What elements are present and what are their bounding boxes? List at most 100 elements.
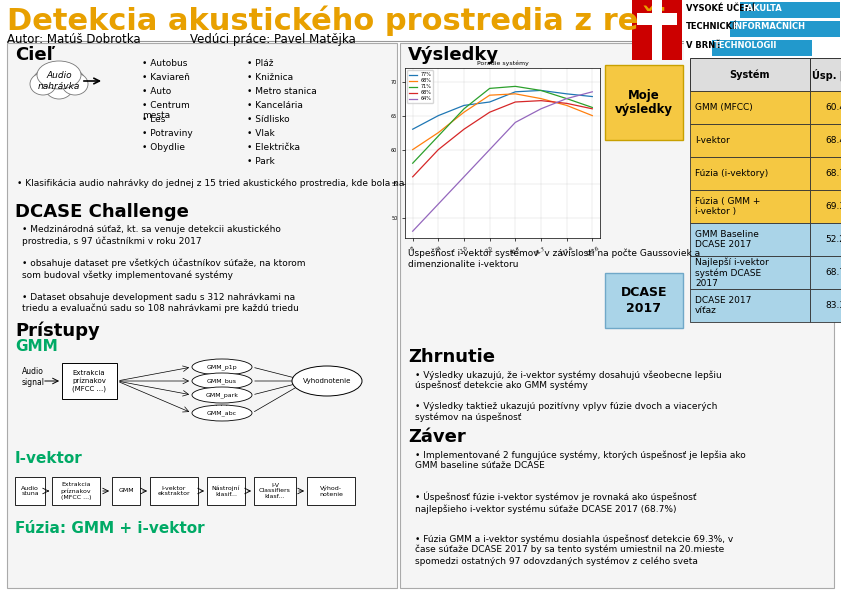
Text: I-vektor: I-vektor [15, 451, 82, 466]
Text: • Autobus: • Autobus [142, 59, 188, 68]
71% [536, 87, 546, 94]
Bar [15, 477, 45, 505]
68% [408, 173, 418, 180]
64% [510, 119, 521, 126]
71% [510, 83, 521, 90]
Bar [605, 65, 683, 140]
77% [587, 93, 597, 100]
71% [484, 85, 495, 92]
77% [536, 87, 546, 94]
71% [459, 105, 469, 112]
Bar [652, 0, 662, 60]
68% [408, 146, 418, 153]
Text: Audio
nahrávka: Audio nahrávka [38, 71, 80, 90]
Ellipse shape [45, 75, 73, 99]
Text: 69.3: 69.3 [825, 202, 841, 211]
Ellipse shape [292, 366, 362, 396]
Line: 71%: 71% [413, 86, 592, 163]
Bar [662, 25, 677, 37]
Bar [684, 0, 841, 60]
Bar [712, 40, 812, 56]
Bar [254, 477, 296, 505]
64% [587, 88, 597, 95]
Text: • Obydlie: • Obydlie [142, 143, 185, 152]
Text: Systém: Systém [730, 69, 770, 80]
Text: • Úspešnosť fúzie i-vektor systémov je rovnaká ako úspešnosť
najlepšieho i-vekto: • Úspešnosť fúzie i-vektor systémov je r… [415, 492, 696, 513]
Text: • Centrum
mesta: • Centrum mesta [142, 101, 190, 120]
68% [484, 92, 495, 99]
Text: . . .: . . . [215, 399, 229, 408]
64% [433, 201, 443, 208]
Text: • Potraviny: • Potraviny [142, 129, 193, 138]
64% [459, 173, 469, 180]
Bar [62, 363, 117, 399]
Bar [810, 124, 841, 157]
Text: Fúzia: GMM + i-vektor: Fúzia: GMM + i-vektor [15, 521, 204, 536]
68% [536, 95, 546, 102]
Text: 83.3: 83.3 [825, 301, 841, 310]
Text: GMM_bus: GMM_bus [207, 378, 237, 384]
Ellipse shape [30, 73, 56, 95]
Bar [690, 256, 810, 289]
Text: Záver: Záver [408, 428, 466, 446]
Text: • Električka: • Električka [247, 143, 300, 152]
Line: 68%: 68% [413, 101, 592, 177]
68% [562, 100, 572, 107]
64% [484, 146, 495, 153]
Text: GMM_abc: GMM_abc [207, 410, 237, 416]
Bar [637, 13, 677, 25]
68% [562, 102, 572, 109]
Text: Zhrnutie: Zhrnutie [408, 348, 495, 366]
Ellipse shape [33, 68, 69, 94]
Text: • Knižnica: • Knižnica [247, 73, 294, 82]
Bar [810, 157, 841, 190]
Text: • Les: • Les [142, 115, 166, 124]
Bar [207, 477, 245, 505]
Text: Najlepší i-vektor
systém DCASE
2017: Najlepší i-vektor systém DCASE 2017 [695, 257, 769, 288]
77% [459, 102, 469, 109]
Bar [810, 58, 841, 91]
Bar [632, 0, 682, 60]
Bar [690, 91, 810, 124]
Text: • Kancelária: • Kancelária [247, 101, 303, 110]
Text: 68.4: 68.4 [825, 136, 841, 145]
Text: INFORMAČNÍCH: INFORMAČNÍCH [732, 22, 805, 31]
Bar [307, 477, 355, 505]
Text: GMM Baseline
DCASE 2017: GMM Baseline DCASE 2017 [695, 230, 759, 249]
Text: Autor: Matúš Dobrotka: Autor: Matúš Dobrotka [7, 33, 140, 46]
Line: 77%: 77% [413, 90, 592, 129]
Bar [810, 190, 841, 223]
Text: DCASE
2017: DCASE 2017 [621, 287, 667, 315]
Bar [52, 477, 100, 505]
Text: GMM: GMM [119, 488, 134, 493]
71% [433, 133, 443, 140]
Text: Výsledky: Výsledky [408, 46, 499, 64]
68% [587, 105, 597, 112]
Text: Prístupy: Prístupy [15, 321, 100, 340]
Bar [810, 256, 841, 289]
77% [433, 112, 443, 119]
68% [459, 109, 469, 116]
Bar [740, 2, 840, 18]
Text: Výhod-
notenie: Výhod- notenie [319, 486, 343, 497]
71% [587, 104, 597, 111]
Text: • Klasifikácia audio nahrávky do jednej z 15 tried akustického prostredia, kde b: • Klasifikácia audio nahrávky do jednej … [17, 178, 473, 187]
Text: • Implementované 2 fungujúce systémy, ktorých úspešnosť je lepšia ako
GMM baseli: • Implementované 2 fungujúce systémy, kt… [415, 450, 746, 470]
Bar [400, 43, 834, 588]
Text: 52.2: 52.2 [825, 235, 841, 244]
Text: • Park: • Park [247, 157, 275, 166]
Text: Audio
signal: Audio signal [22, 367, 45, 387]
Bar [810, 289, 841, 322]
Text: • Dataset obsahuje development sadu s 312 nahrávkami na
triedu a evaluačnú sadu : • Dataset obsahuje development sadu s 31… [22, 293, 299, 313]
68% [536, 97, 546, 104]
Bar [690, 124, 810, 157]
Text: Cieľ: Cieľ [15, 46, 56, 64]
Bar [810, 223, 841, 256]
Text: FAKULTA: FAKULTA [742, 4, 782, 13]
Ellipse shape [49, 68, 85, 94]
Ellipse shape [62, 73, 88, 95]
77% [510, 88, 521, 95]
Bar [690, 58, 810, 91]
77% [408, 126, 418, 133]
Text: • Vlak: • Vlak [247, 129, 275, 138]
